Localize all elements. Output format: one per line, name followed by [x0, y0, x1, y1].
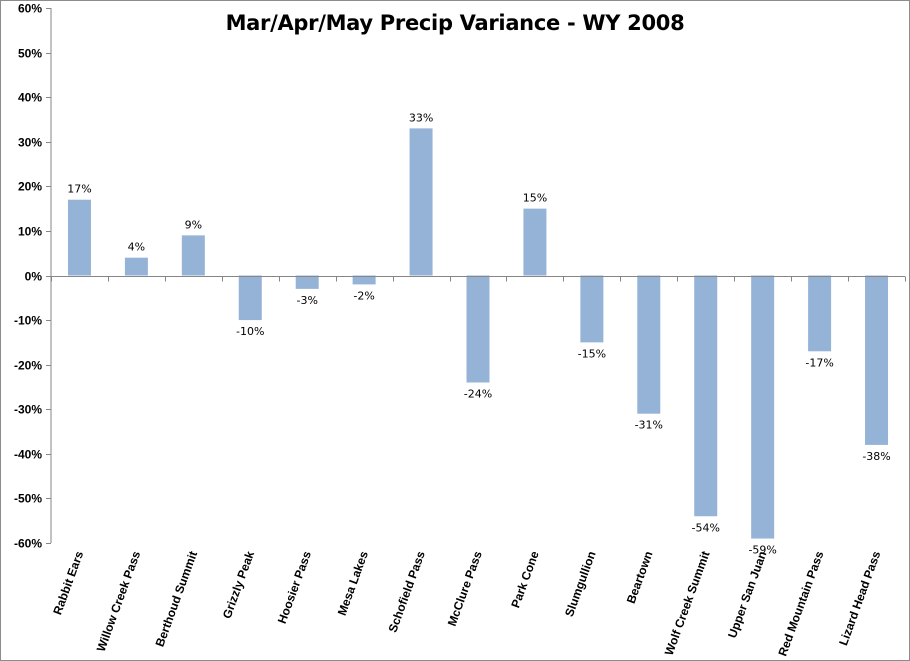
- bar: [694, 275, 718, 517]
- data-label: -24%: [464, 388, 492, 401]
- bar: [637, 275, 661, 414]
- y-tick-label: -30%: [14, 403, 42, 417]
- y-tick-label: -10%: [14, 314, 42, 328]
- category-label: Grizzly Peak: [220, 549, 257, 621]
- data-label: 9%: [185, 218, 202, 231]
- y-tick-label: -20%: [14, 359, 42, 373]
- chart-title: Mar/Apr/May Precip Variance - WY 2008: [225, 11, 685, 35]
- bar: [181, 235, 205, 276]
- bar: [751, 275, 775, 539]
- data-label: -59%: [748, 544, 776, 557]
- bar: [865, 275, 889, 445]
- category-label: Rabbit Ears: [50, 549, 86, 617]
- bar: [466, 275, 490, 383]
- bar: [523, 208, 547, 276]
- category-label: Lizard Head Pass: [836, 549, 883, 647]
- y-tick-label: 30%: [18, 136, 42, 150]
- data-label: 4%: [128, 241, 145, 254]
- data-label: -10%: [236, 325, 264, 338]
- data-label: -54%: [692, 521, 720, 534]
- y-tick-label: 40%: [18, 91, 42, 105]
- bar: [808, 275, 832, 352]
- category-label: Slumgullion: [562, 549, 599, 618]
- data-label: -38%: [862, 450, 890, 463]
- category-label: Hoosier Pass: [275, 549, 314, 626]
- bar: [580, 275, 604, 343]
- data-label: 17%: [67, 183, 91, 196]
- y-tick-label: -50%: [14, 492, 42, 506]
- category-label: Wolf Creek Summit: [662, 549, 713, 657]
- bar: [409, 128, 433, 276]
- category-label: Upper San Juan: [725, 549, 769, 640]
- bar: [352, 275, 376, 285]
- data-label: 33%: [409, 111, 433, 124]
- y-tick-label: 60%: [18, 2, 42, 16]
- data-label: -3%: [296, 294, 317, 307]
- category-label: Mesa Lakes: [335, 549, 371, 617]
- category-label: Willow Creek Pass: [94, 549, 144, 654]
- category-label: Schofield Pass: [386, 549, 428, 634]
- bar: [295, 275, 319, 289]
- bar: [238, 275, 262, 321]
- bar: [124, 257, 148, 276]
- y-tick-label: -40%: [14, 448, 42, 462]
- category-label: Beartown: [624, 549, 656, 605]
- y-tick-label: -60%: [14, 537, 42, 551]
- bar: [67, 199, 91, 276]
- data-label: -2%: [353, 289, 374, 302]
- y-tick-label: 20%: [18, 180, 42, 194]
- data-label: -17%: [805, 356, 833, 369]
- data-label: -15%: [578, 347, 606, 360]
- y-tick-label: 0%: [25, 270, 43, 284]
- category-label: McClure Pass: [445, 549, 485, 628]
- category-label: Park Cone: [508, 549, 542, 610]
- category-label: Berthoud Summit: [153, 549, 201, 648]
- category-label: Red Mountain Pass: [775, 549, 826, 658]
- y-tick-label: 10%: [18, 225, 42, 239]
- data-label: 15%: [523, 192, 547, 205]
- data-label: -31%: [635, 419, 663, 432]
- y-tick-label: 50%: [18, 47, 42, 61]
